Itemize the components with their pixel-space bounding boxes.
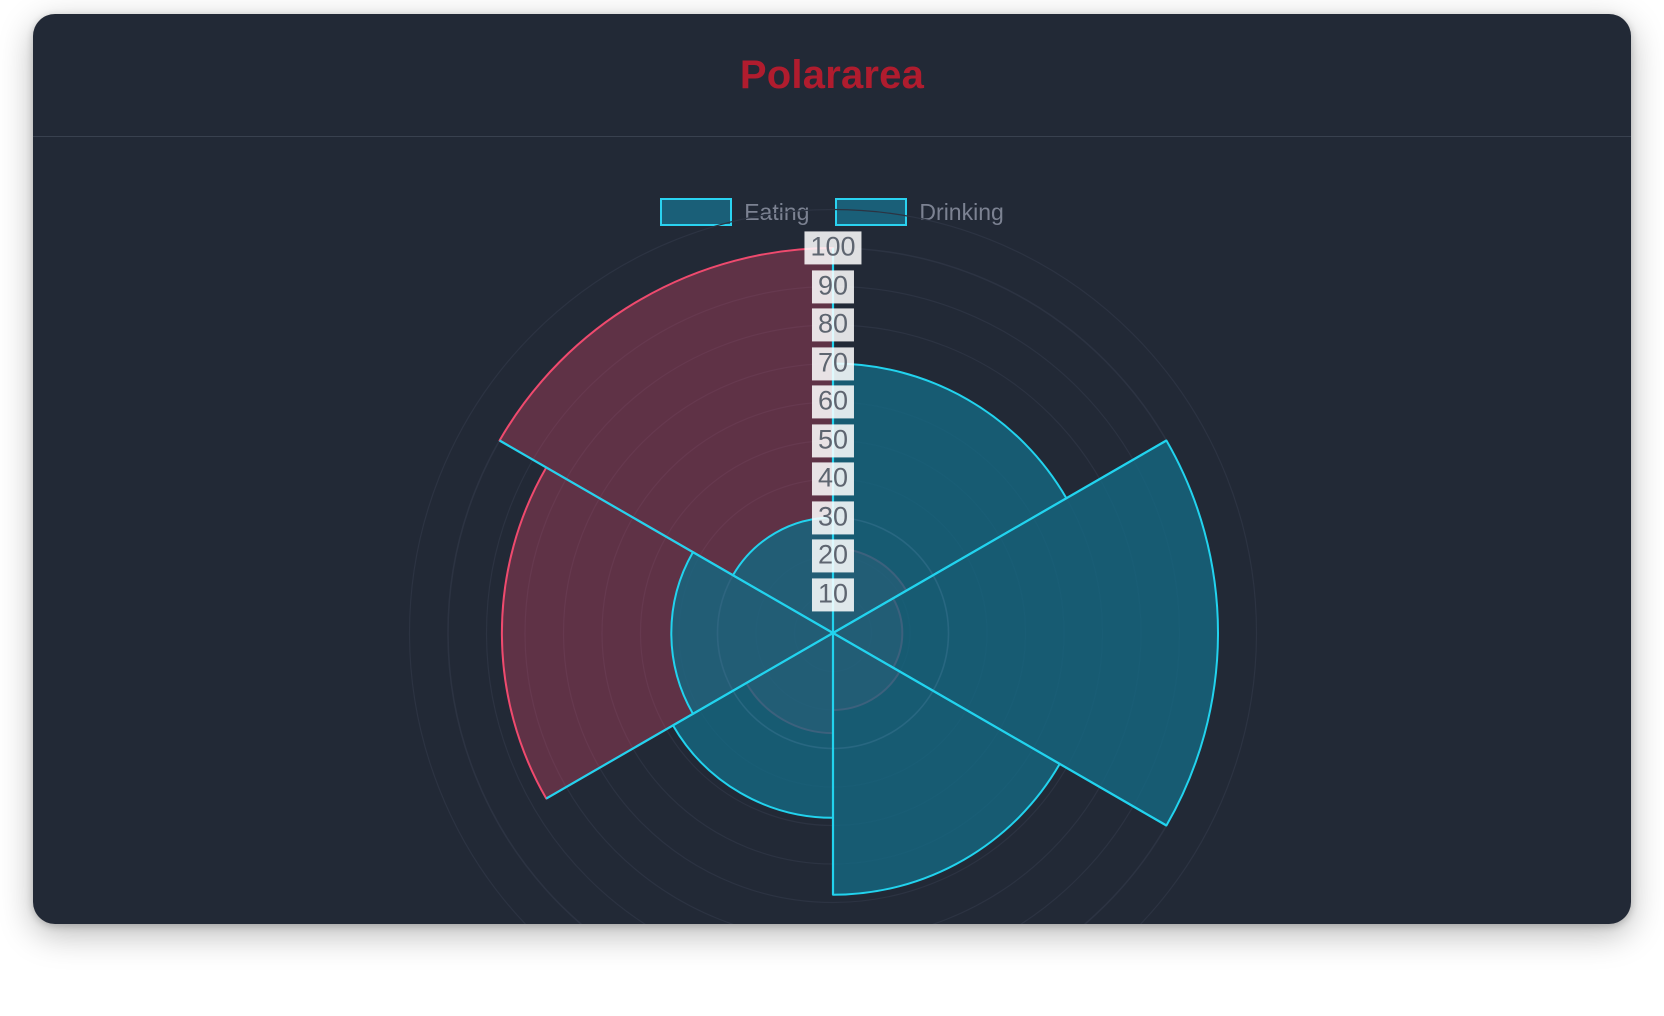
chart-legend: Eating Drinking [33,198,1631,226]
polar-sector[interactable] [832,362,1068,634]
series-drinking[interactable] [670,362,1219,896]
polar-area-plot[interactable]: 10 20 30 40 50 60 70 80 90 100 [33,138,1631,924]
polar-sector[interactable] [832,632,1061,896]
card-body: Eating Drinking 10 20 30 40 50 60 70 80 90 100 [33,138,1631,924]
legend-label: Eating [744,198,810,225]
polar-sector[interactable] [832,439,1219,827]
legend-item-drinking[interactable]: Drinking [835,198,1004,226]
legend-swatch-icon [660,198,733,226]
polar-sector[interactable] [671,632,834,819]
legend-label: Drinking [919,198,1004,225]
card-header: Polararea [33,14,1631,137]
polar-chart-svg[interactable] [33,138,1631,924]
page-title: Polararea [739,53,925,97]
polar-sector[interactable] [500,466,834,800]
polar-sector[interactable] [498,247,834,634]
legend-item-eating[interactable]: Eating [660,198,809,226]
legend-swatch-icon [835,198,908,226]
chart-card: Polararea Eating Drinking [33,14,1631,924]
polar-sector[interactable] [670,551,834,715]
